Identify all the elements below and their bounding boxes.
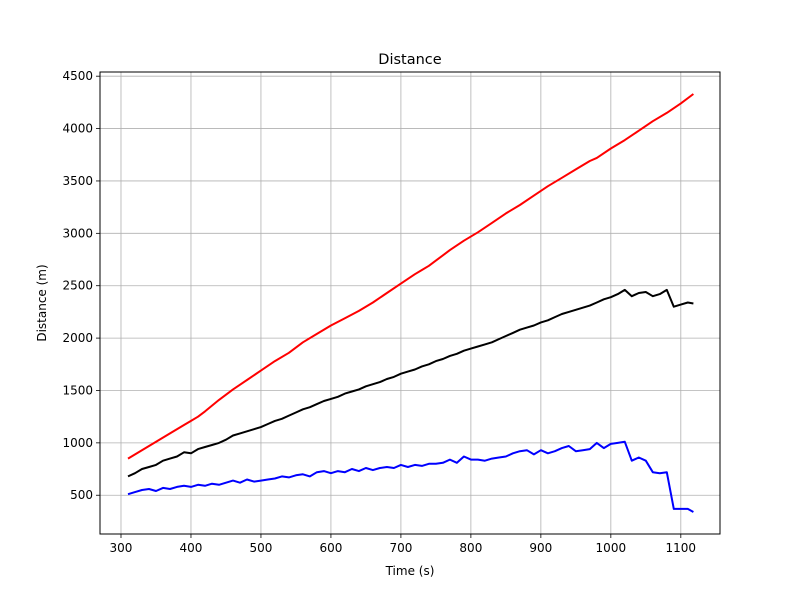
series-layer [127, 93, 694, 513]
axes-frame [99, 71, 721, 535]
y-tick-label: 1000 [62, 436, 93, 450]
x-tick-label: 600 [319, 541, 342, 555]
y-tick-label: 500 [70, 488, 93, 502]
x-tick-label: 500 [249, 541, 272, 555]
series-line-blue [127, 440, 694, 513]
y-tick-label: 4500 [62, 69, 93, 83]
x-tick-label: 400 [180, 541, 203, 555]
x-tick-label: 700 [389, 541, 412, 555]
y-tick-label: 3500 [62, 174, 93, 188]
y-tick-label: 4000 [62, 122, 93, 136]
series-line-black [127, 288, 694, 478]
series-line-red [127, 93, 694, 460]
grid-lines [100, 72, 720, 534]
y-tick-label: 1500 [62, 383, 93, 397]
x-axis-label: Time (s) [385, 564, 435, 578]
y-tick-label: 3000 [62, 226, 93, 240]
x-tick-label: 900 [529, 541, 552, 555]
x-tick-label: 800 [459, 541, 482, 555]
y-tick-label: 2000 [62, 331, 93, 345]
y-tick-label: 2500 [62, 279, 93, 293]
x-tick-label: 1000 [596, 541, 627, 555]
x-tick-label: 1100 [666, 541, 697, 555]
axis-ticks: 300 400 500 600 700 800 900 1000 1100 500 1000 1500… [62, 69, 696, 555]
chart-title: Distance [378, 52, 441, 68]
x-tick-label: 300 [110, 541, 133, 555]
y-axis-label: Distance (m) [35, 264, 49, 341]
